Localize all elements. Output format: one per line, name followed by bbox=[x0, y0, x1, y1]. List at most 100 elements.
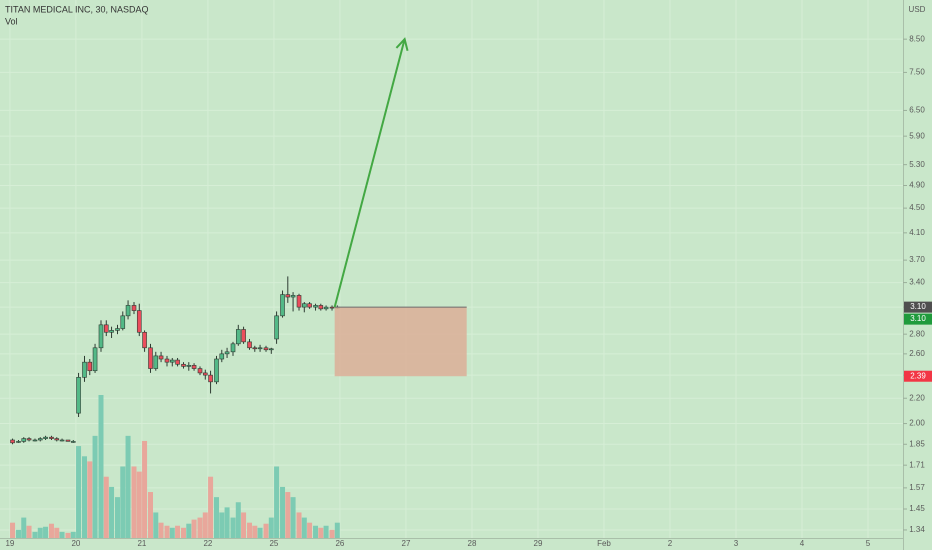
candle-body bbox=[202, 372, 208, 376]
candle-body bbox=[120, 315, 126, 329]
y-tick-label: 2.80 bbox=[909, 329, 925, 338]
candle-body bbox=[280, 294, 285, 317]
volume-bar bbox=[175, 525, 181, 538]
candle-body bbox=[125, 305, 131, 317]
candle-body bbox=[76, 377, 81, 414]
volume-bar bbox=[241, 512, 247, 538]
candle-body bbox=[54, 438, 60, 441]
candle-body bbox=[87, 361, 93, 372]
candle-body bbox=[274, 315, 279, 340]
x-tick-label: 25 bbox=[269, 539, 278, 548]
volume-bar bbox=[103, 476, 109, 538]
candle-body bbox=[164, 358, 170, 363]
volume-bar bbox=[81, 456, 87, 538]
volume-bar bbox=[48, 523, 54, 538]
volume-bar bbox=[109, 486, 115, 538]
price-label: 3.10 bbox=[910, 314, 926, 323]
volume-bar bbox=[98, 395, 104, 538]
candle-body bbox=[153, 355, 159, 369]
y-tick-label: 1.34 bbox=[909, 525, 925, 534]
price-label-box bbox=[904, 313, 932, 325]
volume-bar bbox=[235, 502, 241, 538]
y-tick-label: 4.10 bbox=[909, 228, 925, 237]
candle-body bbox=[103, 324, 109, 333]
volume-bar bbox=[214, 497, 220, 538]
x-tick-label: 27 bbox=[402, 539, 411, 548]
y-tick-label: 2.60 bbox=[909, 349, 925, 358]
volume-bar bbox=[43, 526, 49, 538]
candle-body bbox=[290, 295, 296, 298]
x-tick-label: Feb bbox=[597, 539, 611, 548]
candle-body bbox=[59, 439, 65, 442]
arrow bbox=[333, 38, 406, 308]
y-tick-label: 1.71 bbox=[909, 460, 925, 469]
x-tick-label: 22 bbox=[203, 539, 212, 548]
volume-bar bbox=[247, 522, 253, 538]
candle-body bbox=[136, 310, 142, 333]
candle-body bbox=[115, 328, 120, 331]
candle-body bbox=[252, 347, 258, 350]
volume-bar bbox=[329, 529, 335, 538]
volume-bar bbox=[32, 531, 38, 538]
candle-body bbox=[263, 347, 269, 351]
volume-bar bbox=[268, 517, 274, 538]
volume-bar bbox=[114, 497, 120, 538]
volume-bar bbox=[224, 507, 230, 538]
candle-body bbox=[235, 329, 241, 345]
volume-bar bbox=[54, 527, 60, 538]
volume-bar bbox=[307, 522, 313, 538]
y-tick-label: 7.50 bbox=[909, 68, 925, 77]
y-tick-label: 6.50 bbox=[909, 106, 925, 115]
arrow-head bbox=[395, 37, 409, 52]
x-tick-label: 28 bbox=[468, 539, 477, 548]
candle-body bbox=[257, 347, 263, 350]
candle-body bbox=[307, 303, 312, 308]
volume-bar bbox=[153, 512, 159, 538]
volume-bar bbox=[323, 525, 329, 538]
price-label: 2.39 bbox=[910, 371, 926, 380]
volume-bar bbox=[280, 486, 286, 538]
volume-bar bbox=[136, 471, 142, 538]
x-tick-label: 21 bbox=[137, 539, 146, 548]
volume-bar bbox=[285, 492, 291, 538]
x-tick-label: 26 bbox=[335, 539, 344, 548]
candle-body bbox=[318, 305, 324, 310]
volume-bar bbox=[313, 525, 319, 538]
candle-body bbox=[169, 359, 175, 363]
candle-body bbox=[241, 329, 246, 343]
candle-body bbox=[313, 305, 318, 308]
x-tick-label: 3 bbox=[734, 539, 739, 548]
volume-bar bbox=[191, 519, 197, 538]
volume-bar bbox=[37, 527, 43, 538]
candle-body bbox=[230, 343, 236, 353]
x-tick-label: 2 bbox=[668, 539, 673, 548]
x-tick-label: 20 bbox=[71, 539, 80, 548]
y-tick-label: 5.90 bbox=[909, 131, 925, 140]
volume-bar bbox=[26, 525, 32, 538]
y-tick-label: 3.70 bbox=[909, 255, 925, 264]
volume-bar bbox=[301, 517, 307, 538]
y-tick-label: 8.50 bbox=[909, 34, 925, 43]
candle-body bbox=[186, 365, 192, 367]
candle-body bbox=[191, 365, 197, 369]
price-label: 3.10 bbox=[910, 302, 926, 311]
volume-bar bbox=[164, 525, 170, 538]
candle-body bbox=[43, 436, 48, 439]
volume-bar bbox=[208, 476, 214, 538]
x-tick-label: 29 bbox=[534, 539, 543, 548]
candle-body bbox=[158, 355, 164, 360]
volume-bar bbox=[219, 512, 225, 538]
volume-bar bbox=[318, 527, 324, 538]
volume-bar bbox=[76, 446, 82, 538]
currency-label: USD bbox=[909, 5, 926, 14]
volume-bar bbox=[202, 512, 208, 538]
candle-body bbox=[16, 441, 21, 443]
candle-body bbox=[148, 347, 153, 369]
x-tick-label: 19 bbox=[5, 539, 14, 548]
volume-bar bbox=[186, 523, 192, 538]
candle-body bbox=[37, 438, 43, 441]
candle-body bbox=[70, 441, 76, 443]
y-tick-label: 4.50 bbox=[909, 203, 925, 212]
